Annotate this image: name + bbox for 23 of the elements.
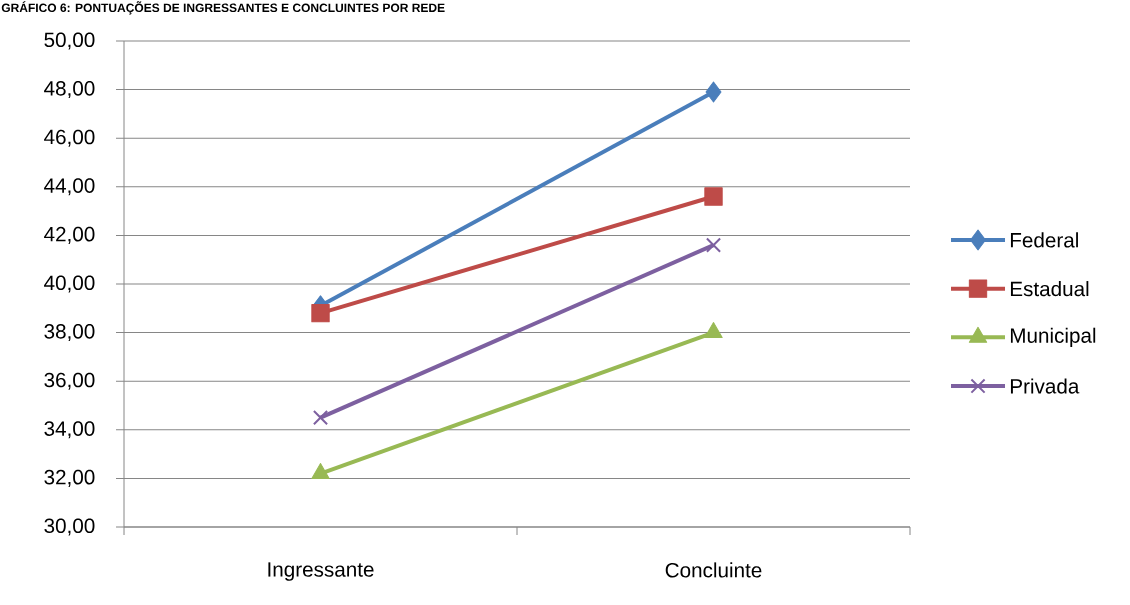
y-tick-label: 38,00 — [44, 324, 95, 342]
y-tick-label: 32,00 — [44, 469, 95, 487]
y-tick-label: 40,00 — [44, 275, 95, 293]
legend-label: Estadual — [1010, 281, 1089, 297]
y-tick-label: 42,00 — [44, 226, 95, 244]
point — [705, 81, 722, 103]
chart-title: GRÁFICO 6: PONTUAÇÕES DE INGRESSANTES E CONCLUINTES POR REDE — [1, 1, 445, 15]
legend-label: Municipal — [1010, 327, 1096, 347]
legend-label: Privada — [1010, 378, 1080, 394]
x-tick-label: Ingressante — [268, 562, 374, 581]
x-tick-label: Concluinte — [665, 562, 762, 578]
point — [704, 187, 723, 206]
y-tick-label: 30,00 — [44, 518, 95, 536]
y-tick-label: 50,00 — [44, 32, 95, 50]
legend-label: Federal — [1010, 232, 1078, 248]
y-tick-label: 34,00 — [44, 421, 95, 439]
y-tick-label: 44,00 — [44, 178, 95, 196]
y-tick-label: 48,00 — [44, 81, 95, 99]
point — [705, 237, 722, 253]
point — [312, 410, 329, 426]
point — [311, 303, 330, 323]
y-tick-label: 46,00 — [44, 129, 95, 147]
y-tick-label: 36,00 — [44, 372, 95, 390]
